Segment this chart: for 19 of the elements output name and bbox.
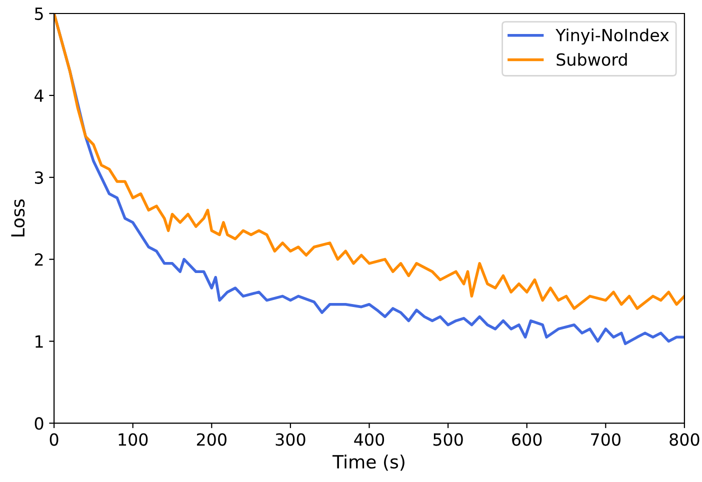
x-tick-label: 700 [591,433,620,446]
x-tick-label: 400 [354,433,384,446]
x-tick-label: 200 [196,433,226,446]
x-tick-label: 0 [50,433,58,446]
y-tick-label: 5 [35,8,43,20]
x-tick-label: 300 [276,433,306,446]
x-tick-label: 800 [670,433,700,446]
y-tick-label: 3 [35,171,43,184]
legend-label: Subword [556,52,627,66]
x-tick-label: 500 [433,433,463,446]
y-axis-title: Loss [11,199,25,236]
y-tick-label: 1 [36,335,43,348]
y-tick-label: 0 [34,417,44,430]
x-axis-title: Time (s) [332,454,404,471]
x-tick-label: 600 [512,433,542,446]
y-tick-label: 2 [34,253,43,266]
legend-label: Yinyi-NoIndex [556,28,669,45]
y-tick-label: 4 [34,90,44,102]
x-tick-label: 100 [118,433,148,446]
